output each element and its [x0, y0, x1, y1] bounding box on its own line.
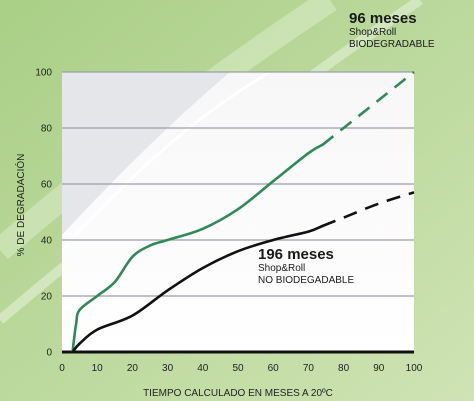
series	[71, 70, 415, 354]
plot-shading	[62, 72, 230, 235]
plot-swoosh	[62, 72, 271, 252]
y-tick-label: 60	[41, 180, 53, 191]
y-tick-label: 80	[41, 124, 53, 135]
x-tick-label: 30	[162, 363, 174, 374]
x-tick-label: 50	[232, 363, 244, 374]
x-tick-label: 10	[92, 363, 104, 374]
annotation-no-biodegradable: 196 meses Shop&Roll NO BIODEGADABLE	[258, 246, 354, 287]
y-tick-label: 0	[46, 348, 52, 359]
grid	[62, 71, 414, 297]
x-tick-label: 0	[59, 363, 65, 374]
x-tick-label: 40	[197, 363, 209, 374]
annotation-line: NO BIODEGADABLE	[258, 275, 355, 286]
y-tick-label: 20	[41, 292, 53, 303]
x-tick-label: 90	[373, 363, 385, 374]
annotation-line: BIODEGRADABLE	[349, 39, 435, 50]
x-tick-label: 70	[303, 363, 315, 374]
series-line-no-biodegradable-projection	[322, 191, 415, 228]
annotation-line: Shop&Roll	[258, 263, 306, 274]
x-tick-label: 60	[268, 363, 280, 374]
annotation-biodegradable: 96 meses Shop&Roll BIODEGRADABLE	[349, 10, 435, 51]
series-line-biodegradable-projection	[321, 70, 415, 146]
x-axis-label: TIEMPO CALCULADO EN MESES A 20ºC	[143, 388, 333, 399]
x-tick-label: 20	[127, 363, 139, 374]
x-tick-label: 100	[406, 363, 423, 374]
x-tick-label: 80	[338, 363, 350, 374]
y-tick-label: 40	[41, 236, 53, 247]
annotation-title: 96 meses	[349, 10, 417, 27]
annotation-title: 196 meses	[258, 246, 334, 263]
annotation-line: Shop&Roll	[349, 27, 397, 38]
series-line-no-biodegradable	[71, 224, 324, 354]
tick-labels: 0 10 20 30 40 50 60 70 80 90 100 0 20 40 60 80 100	[35, 68, 422, 375]
y-tick-label: 100	[35, 68, 52, 79]
series-line-biodegradable	[71, 143, 324, 354]
y-axis-label: % DE DEGRADACIÓN	[14, 154, 27, 257]
